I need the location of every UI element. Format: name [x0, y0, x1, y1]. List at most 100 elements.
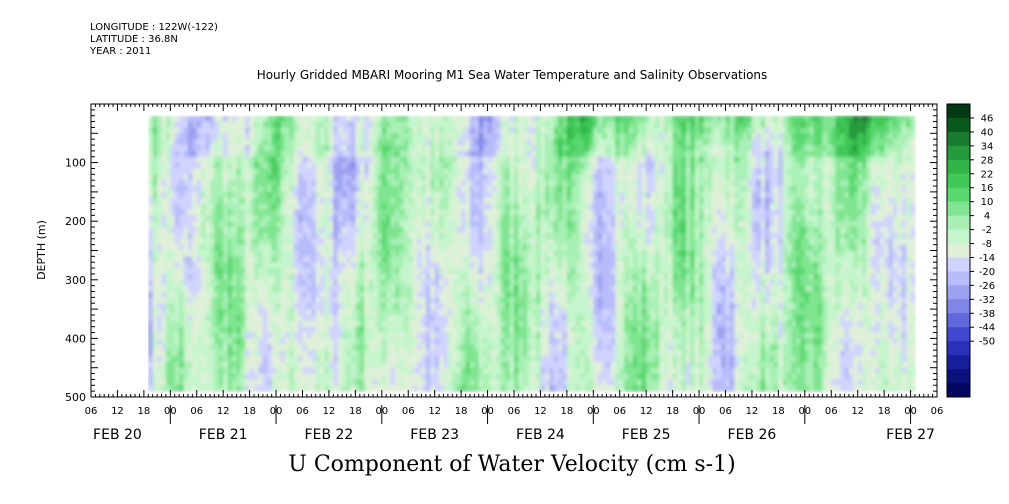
heatmap-cell [254, 221, 260, 228]
heatmap-cell [522, 250, 528, 257]
heatmap-cell [201, 156, 207, 164]
heatmap-cell [456, 268, 462, 275]
heatmap-cell [399, 174, 405, 181]
heatmap-cell [192, 326, 198, 334]
heatmap-cell [298, 180, 304, 187]
heatmap-cell [610, 244, 616, 252]
heatmap-cell [187, 250, 193, 257]
heatmap-cell [306, 215, 312, 222]
heatmap-cell [514, 385, 520, 392]
heatmap-cell [478, 373, 484, 381]
heatmap-cell [333, 303, 339, 310]
heatmap-cell [148, 350, 154, 357]
heatmap-cell [522, 162, 528, 170]
heatmap-cell [209, 133, 215, 140]
heatmap-cell [403, 186, 409, 193]
heatmap-cell [399, 338, 405, 345]
heatmap-cell [439, 355, 445, 363]
heatmap-cell [478, 162, 484, 170]
heatmap-cell [152, 297, 158, 304]
heatmap-cell [337, 238, 343, 246]
heatmap-cell [505, 268, 511, 275]
heatmap-cell [284, 291, 290, 298]
heatmap-cell [522, 355, 528, 363]
heatmap-cell [597, 256, 603, 263]
heatmap-cell [509, 303, 515, 310]
heatmap-cell [227, 127, 233, 134]
heatmap-cell [227, 150, 233, 158]
heatmap-cell [293, 344, 299, 351]
heatmap-cell [447, 314, 453, 322]
heatmap-cell [540, 174, 546, 181]
heatmap-cell [514, 244, 520, 252]
heatmap-cell [443, 285, 449, 293]
heatmap-cell [337, 262, 343, 269]
heatmap-cell [483, 344, 489, 351]
heatmap-cell [157, 145, 163, 152]
heatmap-cell [412, 373, 418, 381]
heatmap-cell [487, 367, 493, 375]
heatmap-cell [447, 150, 453, 158]
heatmap-cell [258, 238, 264, 246]
heatmap-cell [258, 291, 264, 298]
heatmap-cell [187, 332, 193, 339]
heatmap-cell [223, 115, 229, 123]
heatmap-cell [179, 379, 185, 386]
heatmap-cell [602, 133, 608, 140]
heatmap-cell [350, 361, 356, 369]
heatmap-cell [289, 168, 295, 175]
heatmap-cell [201, 191, 207, 199]
heatmap-cell [298, 227, 304, 234]
heatmap-cell [403, 191, 409, 199]
heatmap-cell [469, 332, 475, 339]
heatmap-cell [315, 297, 321, 304]
heatmap-cell [469, 162, 475, 170]
heatmap-cell [333, 291, 339, 298]
heatmap-cell [214, 238, 220, 246]
heatmap-cell [584, 191, 590, 199]
heatmap-cell [359, 180, 365, 187]
heatmap-cell [491, 209, 497, 216]
heatmap-cell [192, 367, 198, 375]
heatmap-cell [289, 221, 295, 228]
heatmap-cell [434, 385, 440, 392]
heatmap-cell [536, 162, 542, 170]
heatmap-cell [584, 303, 590, 310]
heatmap-cell [192, 250, 198, 257]
heatmap-cell [584, 350, 590, 357]
heatmap-cell [276, 350, 282, 357]
heatmap-cell [500, 227, 506, 234]
heatmap-cell [152, 156, 158, 164]
heatmap-cell [249, 215, 255, 222]
heatmap-cell [386, 297, 392, 304]
heatmap-cell [311, 162, 317, 170]
heatmap-cell [236, 197, 242, 205]
heatmap-cell [293, 209, 299, 216]
heatmap-cell [478, 291, 484, 298]
heatmap-cell [170, 320, 176, 328]
heatmap-cell [496, 215, 502, 222]
heatmap-cell [439, 139, 445, 146]
heatmap-cell [522, 303, 528, 310]
heatmap-cell [152, 121, 158, 129]
heatmap-cell [218, 156, 224, 164]
heatmap-cell [165, 373, 171, 381]
heatmap-cell [245, 279, 251, 287]
heatmap-cell [434, 361, 440, 369]
heatmap-cell [610, 168, 616, 175]
heatmap-cell [584, 168, 590, 175]
heatmap-cell [174, 297, 180, 304]
heatmap-cell [355, 344, 361, 351]
heatmap-cell [236, 145, 242, 152]
heatmap-cell [346, 355, 352, 363]
heatmap-cell [527, 291, 533, 298]
heatmap-cell [165, 145, 171, 152]
heatmap-cell [491, 291, 497, 298]
heatmap-cell [425, 379, 431, 386]
heatmap-cell [311, 256, 317, 263]
heatmap-cell [615, 174, 621, 181]
heatmap-cell [518, 203, 524, 211]
heatmap-cell [214, 268, 220, 275]
heatmap-cell [588, 227, 594, 234]
heatmap-cell [209, 268, 215, 275]
